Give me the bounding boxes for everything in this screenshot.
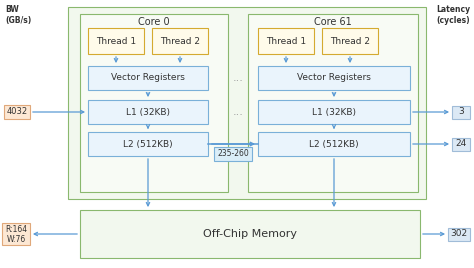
FancyBboxPatch shape <box>88 132 208 156</box>
Text: L1 (32KB): L1 (32KB) <box>126 107 170 117</box>
FancyBboxPatch shape <box>214 147 252 161</box>
FancyBboxPatch shape <box>80 210 420 258</box>
Text: 235-260: 235-260 <box>217 150 249 158</box>
Text: Latency
(cycles): Latency (cycles) <box>436 5 470 25</box>
Text: W:76: W:76 <box>6 234 26 244</box>
Text: ...: ... <box>233 107 244 117</box>
FancyBboxPatch shape <box>258 132 410 156</box>
FancyBboxPatch shape <box>68 7 426 199</box>
Text: 3: 3 <box>458 107 464 117</box>
Text: Thread 2: Thread 2 <box>330 36 370 46</box>
Text: 302: 302 <box>450 229 467 239</box>
Text: Thread 1: Thread 1 <box>266 36 306 46</box>
Text: Core 61: Core 61 <box>314 17 352 27</box>
Text: Core 0: Core 0 <box>138 17 170 27</box>
FancyBboxPatch shape <box>248 14 418 192</box>
Text: BW
(GB/s): BW (GB/s) <box>5 5 31 25</box>
Text: R:164: R:164 <box>5 225 27 234</box>
Text: ...: ... <box>233 73 244 83</box>
FancyBboxPatch shape <box>80 14 228 192</box>
FancyBboxPatch shape <box>452 106 470 118</box>
Text: 24: 24 <box>456 140 466 148</box>
Text: L2 (512KB): L2 (512KB) <box>309 140 359 148</box>
Text: Thread 1: Thread 1 <box>96 36 136 46</box>
FancyBboxPatch shape <box>258 28 314 54</box>
FancyBboxPatch shape <box>448 228 470 240</box>
Text: L1 (32KB): L1 (32KB) <box>312 107 356 117</box>
Text: Off-Chip Memory: Off-Chip Memory <box>203 229 297 239</box>
FancyBboxPatch shape <box>88 100 208 124</box>
FancyBboxPatch shape <box>4 105 30 119</box>
FancyBboxPatch shape <box>88 28 144 54</box>
FancyBboxPatch shape <box>88 66 208 90</box>
FancyBboxPatch shape <box>258 100 410 124</box>
FancyBboxPatch shape <box>152 28 208 54</box>
Text: Vector Registers: Vector Registers <box>297 73 371 83</box>
FancyBboxPatch shape <box>322 28 378 54</box>
Text: L2 (512KB): L2 (512KB) <box>123 140 173 148</box>
FancyBboxPatch shape <box>2 223 30 245</box>
Text: 4032: 4032 <box>7 107 27 117</box>
FancyBboxPatch shape <box>452 137 470 151</box>
Text: Thread 2: Thread 2 <box>160 36 200 46</box>
Text: Vector Registers: Vector Registers <box>111 73 185 83</box>
FancyBboxPatch shape <box>258 66 410 90</box>
